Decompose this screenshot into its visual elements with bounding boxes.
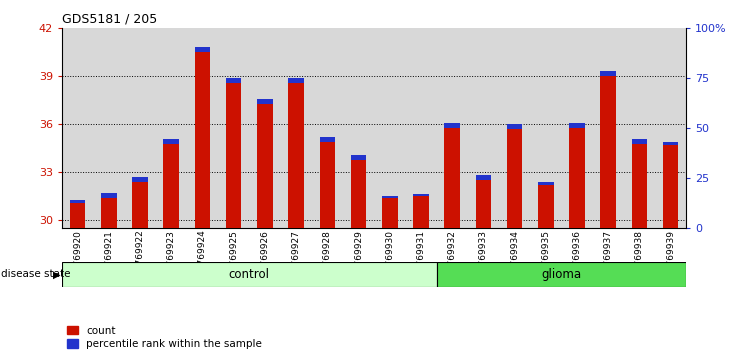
Bar (195, 52, 210, 228)
Bar (70, 203, 85, 228)
Bar (374, 28, 405, 228)
Bar (600, 76, 616, 228)
Bar (468, 28, 499, 228)
Bar (475, 175, 491, 180)
Bar (288, 83, 304, 228)
Text: disease state: disease state (1, 269, 70, 279)
Bar (561, 28, 593, 228)
Bar (343, 28, 374, 228)
Bar (530, 28, 561, 228)
Bar (101, 198, 117, 228)
Bar (257, 99, 273, 103)
Bar (475, 180, 491, 228)
Bar (569, 127, 585, 228)
Bar (631, 143, 648, 228)
Bar (226, 78, 242, 83)
Bar (624, 28, 655, 228)
Bar (437, 262, 686, 287)
Text: control: control (228, 268, 270, 281)
Bar (312, 28, 343, 228)
Bar (350, 155, 366, 160)
Bar (538, 182, 553, 185)
Bar (507, 124, 523, 129)
Bar (93, 28, 124, 228)
Bar (155, 28, 187, 228)
Bar (70, 200, 85, 203)
Bar (538, 185, 553, 228)
Bar (413, 194, 429, 196)
Bar (62, 28, 93, 228)
Bar (226, 83, 242, 228)
Bar (437, 28, 468, 228)
Legend: count, percentile rank within the sample: count, percentile rank within the sample (67, 326, 262, 349)
Bar (257, 103, 273, 228)
Bar (593, 28, 624, 228)
Bar (132, 182, 148, 228)
Bar (62, 262, 437, 287)
Bar (600, 71, 616, 76)
Bar (445, 122, 460, 127)
Bar (499, 28, 530, 228)
Bar (350, 160, 366, 228)
Bar (288, 78, 304, 83)
Bar (663, 145, 678, 228)
Bar (507, 129, 523, 228)
Text: ▶: ▶ (53, 269, 61, 279)
Bar (663, 142, 678, 145)
Bar (218, 28, 250, 228)
Bar (655, 28, 686, 228)
Bar (187, 28, 218, 228)
Bar (382, 196, 398, 198)
Bar (569, 122, 585, 127)
Text: glioma: glioma (542, 268, 581, 281)
Bar (445, 127, 460, 228)
Text: GDS5181 / 205: GDS5181 / 205 (62, 12, 157, 25)
Bar (249, 28, 280, 228)
Bar (124, 28, 155, 228)
Bar (164, 138, 179, 143)
Bar (164, 143, 179, 228)
Bar (382, 198, 398, 228)
Bar (405, 28, 437, 228)
Bar (631, 138, 648, 143)
Bar (101, 193, 117, 198)
Bar (195, 47, 210, 52)
Bar (280, 28, 312, 228)
Bar (132, 177, 148, 182)
Bar (413, 196, 429, 228)
Bar (320, 137, 335, 142)
Bar (320, 142, 335, 228)
